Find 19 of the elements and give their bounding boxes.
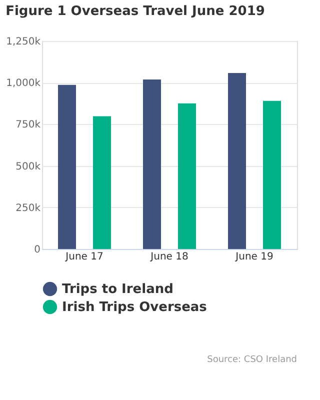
x-tick-label: June 17 [64,252,104,262]
bar [93,116,111,249]
y-tick-label: 250k [16,202,41,214]
chart-title: Figure 1 Overseas Travel June 2019 [6,4,265,19]
y-tick-label: 1,250k [6,36,41,48]
y-tick-label: 750k [16,120,41,131]
bar [143,79,161,249]
legend-label: Irish Trips Overseas [62,300,208,315]
x-tick-label: June 18 [150,252,188,262]
source-note: Source: CSO Ireland [207,355,297,365]
legend-label: Trips to Ireland [62,282,174,297]
bar [178,103,196,249]
y-tick-label: 500k [16,161,41,172]
y-tick-label: 0 [34,244,40,256]
bar [58,84,76,249]
y-tick-label: 1,000k [6,78,41,90]
bar [263,100,281,249]
x-tick-label: June 19 [234,252,274,262]
bar [228,72,246,249]
